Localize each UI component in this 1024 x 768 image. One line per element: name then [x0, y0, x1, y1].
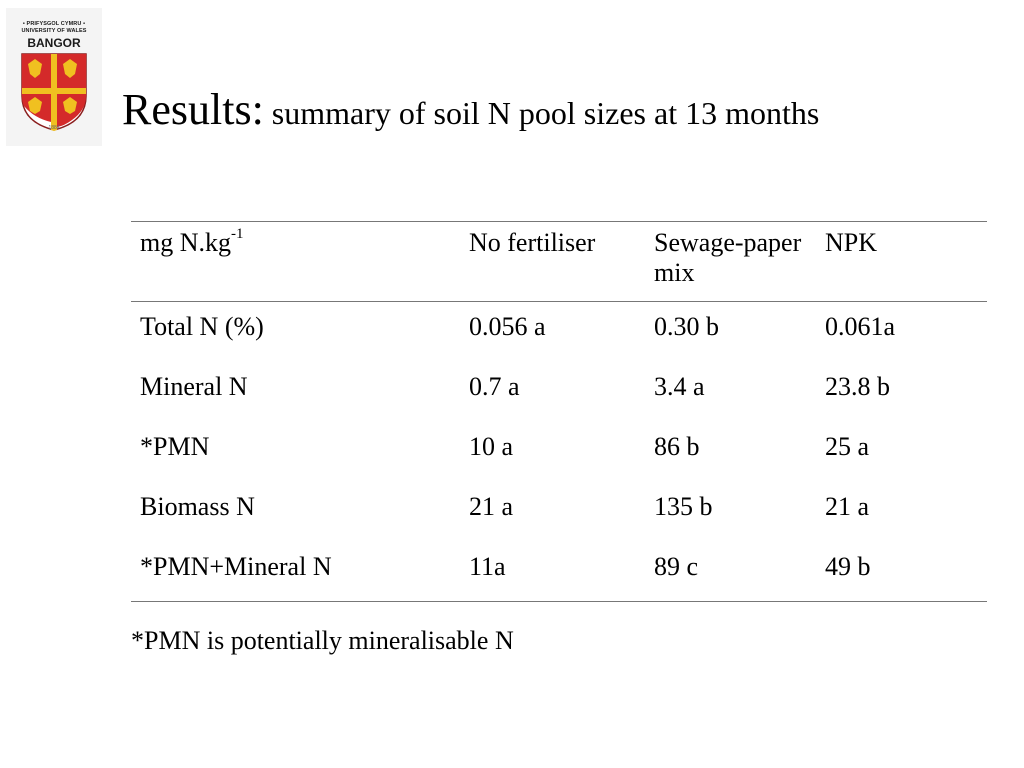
header-npk: NPK — [825, 228, 878, 257]
cell-npk: 25 a — [825, 431, 870, 461]
crest-shield-icon — [21, 53, 87, 131]
row-label: *PMN+Mineral N — [140, 551, 332, 581]
header-sewage-paper-mix: Sewage-paper mix — [654, 228, 802, 287]
logo-text-welsh: • PRIFYSGOL CYMRU • — [22, 21, 86, 27]
cell-npk: 49 b — [825, 551, 871, 581]
cell-no-fertiliser: 0.056 a — [469, 312, 546, 341]
cell-sewage-paper-mix: 135 b — [654, 491, 713, 521]
footnote: *PMN is potentially mineralisable N — [131, 626, 514, 655]
table-row: *PMN 10 a 86 b 25 a — [131, 422, 987, 482]
header-no-fertiliser: No fertiliser — [469, 228, 596, 257]
cell-sewage-paper-mix: 89 c — [654, 551, 699, 581]
cell-npk: 21 a — [825, 491, 870, 521]
cell-npk: 0.061a — [825, 312, 896, 341]
table-row: Biomass N 21 a 135 b 21 a — [131, 482, 987, 542]
table-row: *PMN+Mineral N 11a 89 c 49 b — [131, 542, 987, 602]
table-header-row: mg N.kg-1 No fertiliser Sewage-paper mix… — [131, 221, 987, 302]
unit-label: mg N.kg — [140, 228, 231, 257]
cell-no-fertiliser: 0.7 a — [469, 371, 520, 401]
cell-no-fertiliser: 21 a — [469, 491, 514, 521]
results-table: mg N.kg-1 No fertiliser Sewage-paper mix… — [131, 221, 987, 602]
table-row: Total N (%) 0.056 a 0.30 b 0.061a — [131, 302, 987, 362]
title-main: Results: — [122, 85, 264, 134]
row-label: *PMN — [140, 431, 210, 461]
logo-text-bangor: BANGOR — [27, 36, 81, 50]
logo-text-english: UNIVERSITY OF WALES — [21, 28, 87, 34]
row-label: Biomass N — [140, 491, 255, 521]
page-title: Results: summary of soil N pool sizes at… — [122, 84, 922, 139]
cell-sewage-paper-mix: 0.30 b — [654, 312, 719, 341]
cell-no-fertiliser: 10 a — [469, 431, 514, 461]
title-subtitle: summary of soil N pool sizes at 13 month… — [271, 95, 820, 131]
cell-npk: 23.8 b — [825, 371, 890, 401]
cell-sewage-paper-mix: 3.4 a — [654, 371, 705, 401]
header-unit: mg N.kg-1 — [131, 222, 460, 302]
cell-sewage-paper-mix: 86 b — [654, 431, 700, 461]
university-logo: • PRIFYSGOL CYMRU • UNIVERSITY OF WALES … — [6, 8, 102, 146]
row-label: Total N (%) — [140, 312, 264, 341]
logo-year: 1884 — [48, 125, 60, 131]
row-label: Mineral N — [140, 371, 248, 401]
cell-no-fertiliser: 11a — [469, 551, 506, 581]
unit-superscript: -1 — [231, 226, 244, 243]
table-row: Mineral N 0.7 a 3.4 a 23.8 b — [131, 362, 987, 422]
